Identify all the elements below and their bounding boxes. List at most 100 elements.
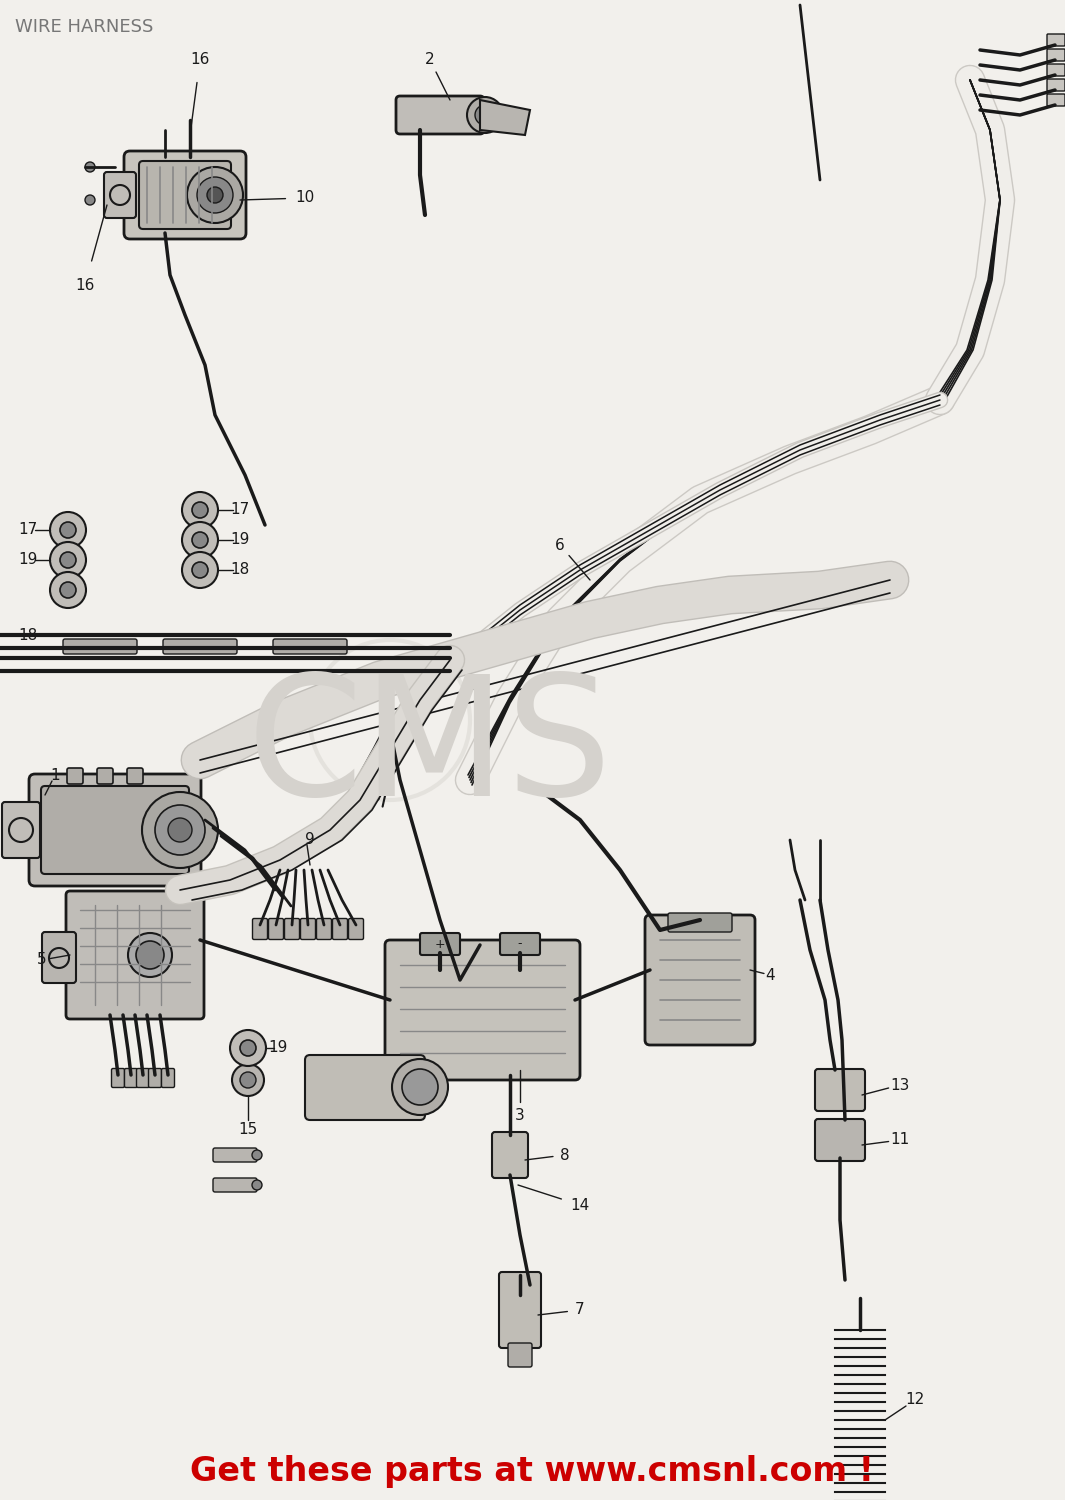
Circle shape	[168, 818, 192, 842]
FancyBboxPatch shape	[42, 932, 76, 982]
FancyBboxPatch shape	[2, 802, 40, 858]
Text: 11: 11	[890, 1132, 910, 1148]
FancyBboxPatch shape	[104, 172, 136, 217]
FancyBboxPatch shape	[420, 933, 460, 956]
Circle shape	[240, 1072, 256, 1088]
Circle shape	[60, 582, 76, 598]
FancyBboxPatch shape	[396, 96, 484, 134]
FancyBboxPatch shape	[148, 1068, 162, 1088]
Circle shape	[402, 1070, 438, 1106]
FancyBboxPatch shape	[213, 1148, 257, 1162]
FancyBboxPatch shape	[508, 1342, 532, 1366]
FancyBboxPatch shape	[1047, 34, 1065, 46]
Text: Get these parts at www.cmsnl.com !: Get these parts at www.cmsnl.com !	[190, 1455, 874, 1488]
FancyBboxPatch shape	[125, 1068, 137, 1088]
Text: 17: 17	[230, 503, 249, 518]
Text: 15: 15	[239, 1122, 258, 1137]
Circle shape	[182, 552, 218, 588]
Text: 17: 17	[18, 522, 37, 537]
Circle shape	[187, 166, 243, 224]
FancyBboxPatch shape	[127, 768, 143, 784]
Text: 10: 10	[295, 190, 314, 206]
Text: 12: 12	[905, 1392, 924, 1407]
Text: 7: 7	[575, 1302, 585, 1317]
FancyBboxPatch shape	[645, 915, 755, 1046]
Text: 3: 3	[515, 1107, 525, 1122]
Circle shape	[155, 806, 204, 855]
Text: 13: 13	[890, 1077, 910, 1092]
FancyBboxPatch shape	[332, 918, 347, 939]
FancyBboxPatch shape	[1047, 94, 1065, 106]
FancyBboxPatch shape	[284, 918, 299, 939]
Text: 14: 14	[571, 1197, 590, 1212]
Circle shape	[475, 105, 495, 125]
Text: 8: 8	[560, 1148, 570, 1162]
Circle shape	[192, 532, 208, 548]
Circle shape	[50, 572, 86, 608]
FancyBboxPatch shape	[499, 1272, 541, 1348]
FancyBboxPatch shape	[499, 933, 540, 956]
Circle shape	[60, 552, 76, 568]
Text: -: -	[518, 938, 522, 951]
Circle shape	[136, 940, 164, 969]
FancyBboxPatch shape	[1047, 64, 1065, 76]
FancyBboxPatch shape	[273, 639, 347, 654]
Text: 19: 19	[230, 532, 249, 548]
Circle shape	[230, 1030, 266, 1066]
Text: 4: 4	[765, 968, 775, 982]
FancyBboxPatch shape	[162, 1068, 175, 1088]
FancyBboxPatch shape	[40, 786, 189, 874]
Text: 19: 19	[268, 1041, 288, 1056]
Circle shape	[142, 792, 218, 868]
Text: 5: 5	[37, 952, 47, 968]
FancyBboxPatch shape	[97, 768, 113, 784]
Circle shape	[50, 512, 86, 548]
Text: 18: 18	[18, 627, 37, 642]
FancyBboxPatch shape	[140, 160, 231, 230]
FancyBboxPatch shape	[112, 1068, 125, 1088]
FancyBboxPatch shape	[305, 1054, 425, 1120]
Circle shape	[182, 492, 218, 528]
FancyBboxPatch shape	[316, 918, 331, 939]
FancyBboxPatch shape	[386, 940, 580, 1080]
Text: 9: 9	[306, 833, 315, 848]
FancyBboxPatch shape	[252, 918, 267, 939]
Circle shape	[240, 1040, 256, 1056]
FancyBboxPatch shape	[1047, 50, 1065, 62]
Circle shape	[85, 162, 95, 172]
FancyBboxPatch shape	[67, 768, 83, 784]
Circle shape	[232, 1064, 264, 1096]
FancyBboxPatch shape	[124, 152, 246, 238]
Circle shape	[128, 933, 173, 976]
Text: 2: 2	[425, 53, 435, 68]
Circle shape	[192, 503, 208, 518]
Circle shape	[207, 188, 223, 202]
FancyBboxPatch shape	[492, 1132, 528, 1178]
FancyBboxPatch shape	[348, 918, 363, 939]
Circle shape	[252, 1180, 262, 1190]
Circle shape	[466, 98, 503, 134]
Text: 16: 16	[76, 278, 95, 292]
Circle shape	[50, 542, 86, 578]
Text: 1: 1	[50, 768, 60, 783]
Circle shape	[252, 1150, 262, 1160]
FancyBboxPatch shape	[1047, 80, 1065, 92]
Text: 16: 16	[191, 53, 210, 68]
Circle shape	[85, 195, 95, 206]
FancyBboxPatch shape	[815, 1119, 865, 1161]
Circle shape	[392, 1059, 448, 1114]
Text: 19: 19	[18, 552, 37, 567]
Circle shape	[197, 177, 233, 213]
Text: 6: 6	[555, 537, 564, 552]
Text: +: +	[435, 938, 445, 951]
FancyBboxPatch shape	[268, 918, 283, 939]
Circle shape	[60, 522, 76, 538]
FancyBboxPatch shape	[63, 639, 137, 654]
Circle shape	[192, 562, 208, 578]
FancyBboxPatch shape	[815, 1070, 865, 1112]
Circle shape	[182, 522, 218, 558]
FancyBboxPatch shape	[668, 914, 732, 932]
FancyBboxPatch shape	[163, 639, 237, 654]
Text: 18: 18	[230, 562, 249, 578]
FancyBboxPatch shape	[300, 918, 315, 939]
